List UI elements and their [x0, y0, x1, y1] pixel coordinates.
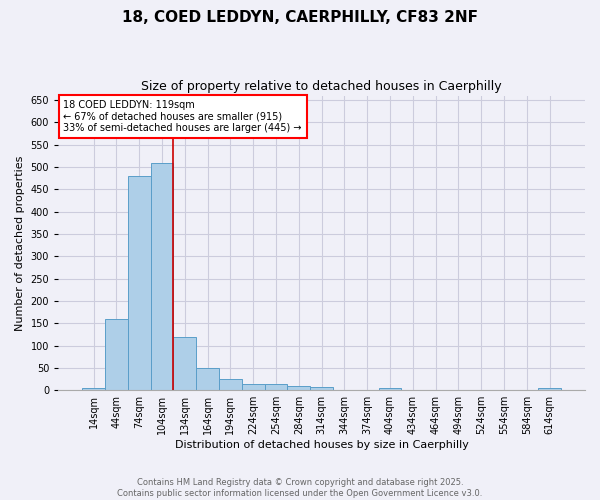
Y-axis label: Number of detached properties: Number of detached properties [15, 155, 25, 330]
Bar [196, 368, 219, 390]
Title: Size of property relative to detached houses in Caerphilly: Size of property relative to detached ho… [141, 80, 502, 93]
Bar [242, 384, 265, 390]
Bar [219, 379, 242, 390]
Bar [287, 386, 310, 390]
Text: Contains HM Land Registry data © Crown copyright and database right 2025.
Contai: Contains HM Land Registry data © Crown c… [118, 478, 482, 498]
Bar [173, 336, 196, 390]
Bar [379, 388, 401, 390]
Bar [538, 388, 561, 390]
Bar [265, 384, 287, 390]
Bar [128, 176, 151, 390]
X-axis label: Distribution of detached houses by size in Caerphilly: Distribution of detached houses by size … [175, 440, 469, 450]
Bar [151, 162, 173, 390]
Bar [82, 388, 105, 390]
Bar [310, 387, 333, 390]
Bar [105, 319, 128, 390]
Text: 18, COED LEDDYN, CAERPHILLY, CF83 2NF: 18, COED LEDDYN, CAERPHILLY, CF83 2NF [122, 10, 478, 25]
Text: 18 COED LEDDYN: 119sqm
← 67% of detached houses are smaller (915)
33% of semi-de: 18 COED LEDDYN: 119sqm ← 67% of detached… [64, 100, 302, 133]
